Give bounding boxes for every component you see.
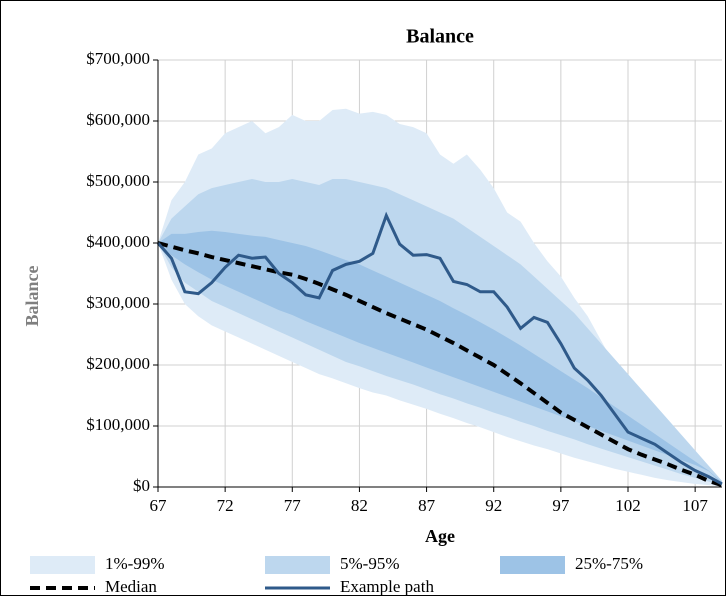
legend-swatch xyxy=(265,556,330,574)
y-tick-label: $700,000 xyxy=(86,49,150,68)
chart-title: Balance xyxy=(406,26,474,48)
series-line xyxy=(157,241,723,488)
x-axis-label: Age xyxy=(425,526,455,546)
y-tick-label: $0 xyxy=(133,476,150,495)
legend-label: 5%-95% xyxy=(340,554,399,573)
legend-label: Median xyxy=(105,577,157,596)
x-tick-label: 82 xyxy=(351,496,368,515)
legend-swatch xyxy=(30,556,95,574)
series-line xyxy=(156,211,723,486)
x-tick-label: 72 xyxy=(217,496,234,515)
legend-label: 1%-99% xyxy=(105,554,164,573)
legend-label: 25%-75% xyxy=(575,554,643,573)
y-tick-label: $500,000 xyxy=(86,171,150,190)
x-tick-label: 67 xyxy=(150,496,168,515)
y-tick-label: $100,000 xyxy=(86,415,150,434)
x-tick-label: 97 xyxy=(552,496,570,515)
x-tick-label: 92 xyxy=(485,496,502,515)
y-axis-label: Balance xyxy=(22,265,42,326)
x-tick-label: 102 xyxy=(615,496,641,515)
y-tick-label: $600,000 xyxy=(86,110,150,129)
legend-swatch xyxy=(500,556,565,574)
y-tick-label: $300,000 xyxy=(86,293,150,312)
x-tick-label: 87 xyxy=(418,496,436,515)
legend-label: Example path xyxy=(340,577,434,596)
x-tick-label: 107 xyxy=(682,496,708,515)
y-tick-label: $400,000 xyxy=(86,232,150,251)
y-tick-label: $200,000 xyxy=(86,354,150,373)
x-tick-label: 77 xyxy=(284,496,302,515)
band-area xyxy=(158,230,722,484)
